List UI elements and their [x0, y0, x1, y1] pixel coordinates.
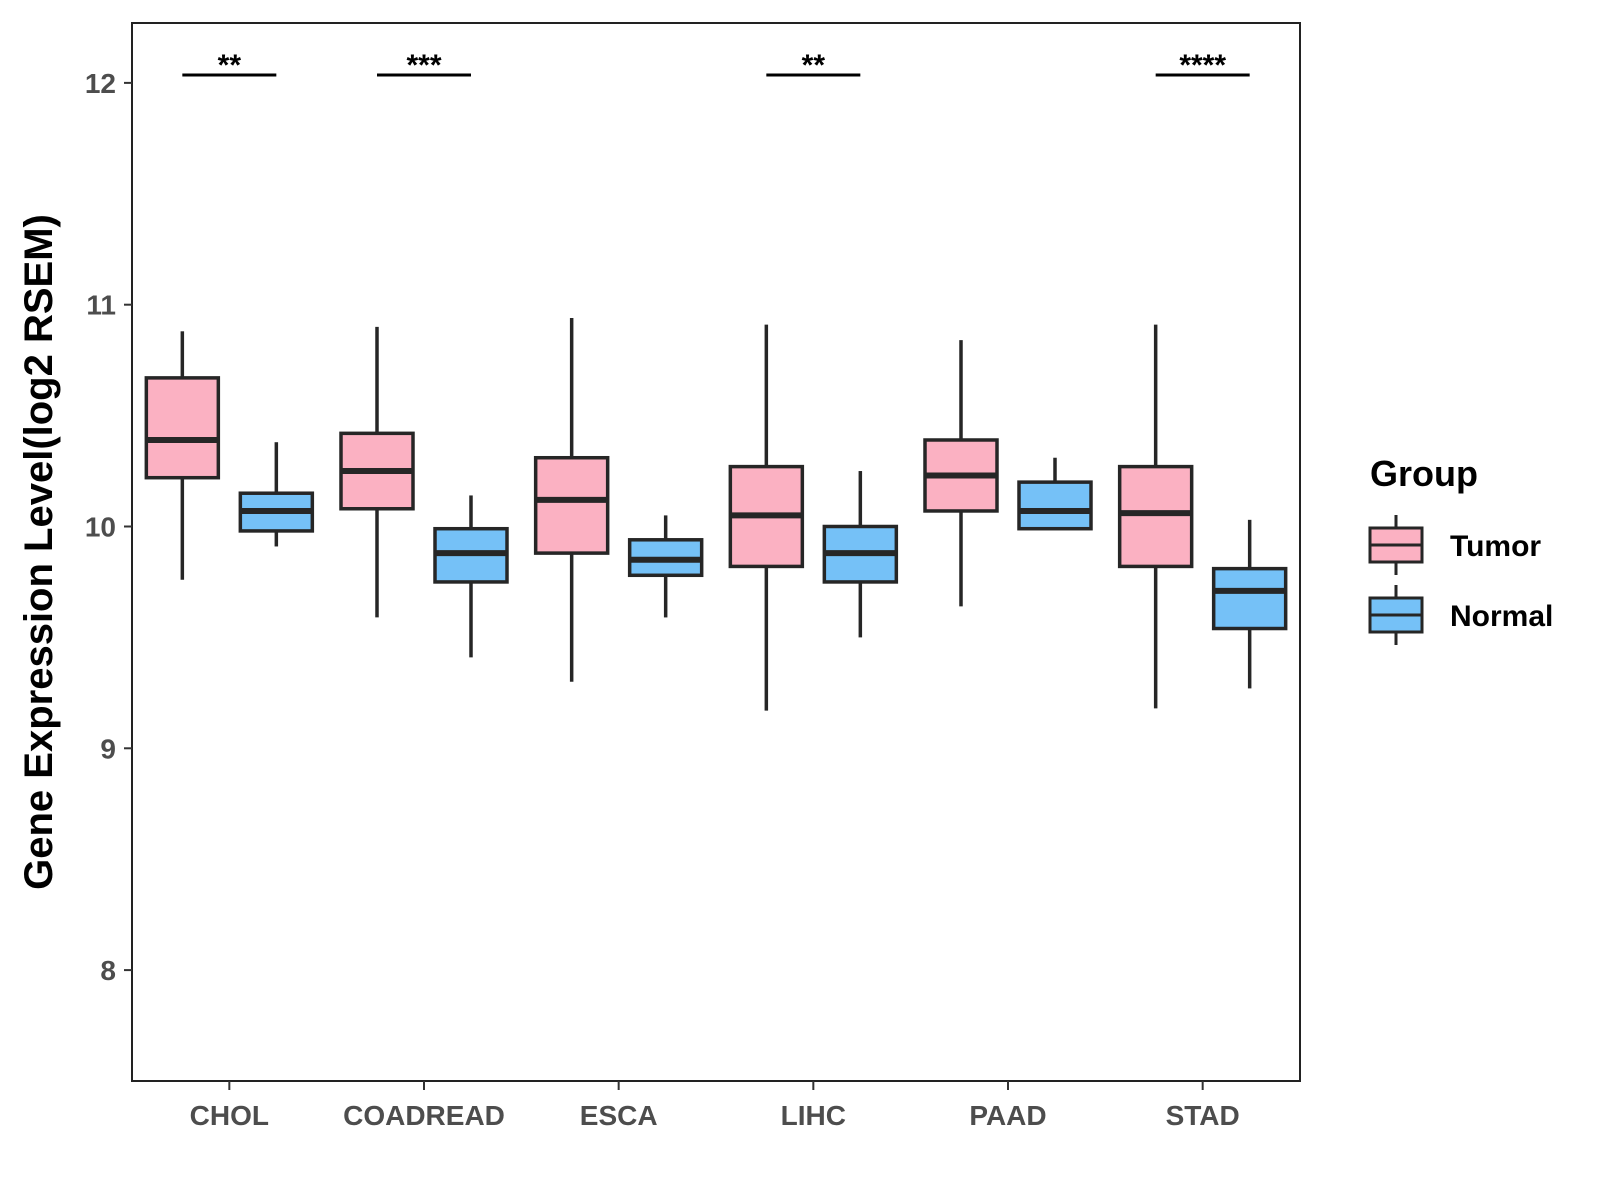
box-normal-coadread	[433, 495, 509, 658]
y-tick-label: 9	[100, 733, 116, 764]
significance-label: **	[218, 49, 242, 82]
y-tick-label: 10	[85, 511, 116, 542]
significance-label: ***	[406, 49, 441, 82]
plot-area	[144, 317, 1288, 711]
box-normal-chol	[238, 442, 315, 547]
x-tick-label: STAD	[1166, 1100, 1240, 1131]
box-tumor-paad	[923, 340, 999, 607]
box-tumor-chol	[144, 331, 221, 580]
box-iqr	[533, 455, 610, 555]
plot-panel-border	[131, 22, 1301, 1082]
legend-title: Group	[1370, 453, 1478, 494]
box-normal-esca	[627, 515, 704, 618]
box-iqr	[144, 376, 221, 480]
legend-label: Normal	[1450, 600, 1553, 633]
legend-item-normal: Normal	[1368, 585, 1553, 645]
legend-label: Tumor	[1450, 530, 1541, 563]
box-iqr	[1117, 464, 1194, 569]
x-tick-label: CHOL	[190, 1100, 269, 1131]
x-tick-label: ESCA	[580, 1100, 658, 1131]
y-axis: 8 9 10 11 12	[85, 68, 132, 986]
box-tumor-coadread	[339, 326, 415, 618]
box-normal-lihc	[822, 471, 899, 638]
y-tick-label: 11	[86, 290, 116, 321]
y-tick-label: 12	[85, 68, 116, 99]
significance-label: **	[802, 49, 826, 82]
box-tumor-stad	[1117, 324, 1194, 709]
x-tick-label: LIHC	[781, 1100, 846, 1131]
legend: Group Tumor Normal	[1368, 453, 1553, 645]
x-tick-label: COADREAD	[343, 1100, 505, 1131]
box-iqr	[1017, 480, 1093, 531]
y-axis-label: Gene Expression Level(log2 RSEM)	[17, 214, 61, 890]
box-tumor-lihc	[728, 324, 805, 711]
legend-item-tumor: Tumor	[1368, 515, 1541, 575]
significance-annotations: ** *** ** ****	[182, 49, 1250, 82]
y-tick-label: 8	[100, 955, 116, 986]
box-normal-paad	[1017, 457, 1093, 531]
box-iqr	[1211, 566, 1288, 631]
box-tumor-esca	[533, 317, 610, 682]
significance-label: ****	[1179, 49, 1226, 82]
box-normal-stad	[1211, 519, 1288, 689]
x-axis: CHOL COADREAD ESCA LIHC PAAD STAD	[190, 1081, 1240, 1131]
x-tick-label: PAAD	[969, 1100, 1046, 1131]
